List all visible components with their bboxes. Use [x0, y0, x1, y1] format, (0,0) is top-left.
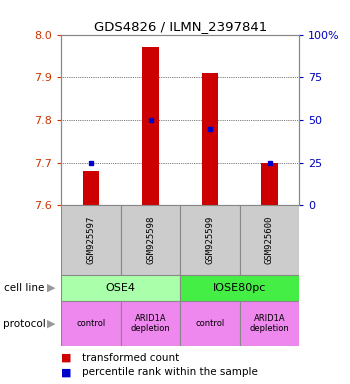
Text: ▶: ▶: [47, 283, 55, 293]
Text: OSE4: OSE4: [106, 283, 136, 293]
Bar: [202, 73, 218, 205]
Text: ▶: ▶: [47, 318, 55, 329]
Text: control: control: [195, 319, 225, 328]
Text: percentile rank within the sample: percentile rank within the sample: [82, 367, 258, 377]
Bar: [83, 171, 99, 205]
Bar: [180, 205, 240, 275]
Title: GDS4826 / ILMN_2397841: GDS4826 / ILMN_2397841: [94, 20, 267, 33]
Text: ■: ■: [61, 353, 72, 363]
Bar: [261, 163, 278, 205]
Bar: [61, 275, 180, 301]
Bar: [240, 205, 299, 275]
Text: ARID1A
depletion: ARID1A depletion: [250, 314, 289, 333]
Bar: [180, 301, 240, 346]
Bar: [61, 205, 121, 275]
Text: GSM925600: GSM925600: [265, 216, 274, 264]
Text: GSM925599: GSM925599: [205, 216, 215, 264]
Text: ■: ■: [61, 367, 72, 377]
Text: GSM925597: GSM925597: [86, 216, 96, 264]
Text: cell line: cell line: [4, 283, 44, 293]
Bar: [121, 301, 180, 346]
Text: ARID1A
depletion: ARID1A depletion: [131, 314, 170, 333]
Bar: [142, 47, 159, 205]
Bar: [240, 301, 299, 346]
Bar: [121, 205, 180, 275]
Text: control: control: [76, 319, 106, 328]
Bar: [61, 301, 121, 346]
Text: protocol: protocol: [4, 318, 46, 329]
Text: transformed count: transformed count: [82, 353, 180, 363]
Text: GSM925598: GSM925598: [146, 216, 155, 264]
Bar: [180, 275, 299, 301]
Text: IOSE80pc: IOSE80pc: [213, 283, 266, 293]
